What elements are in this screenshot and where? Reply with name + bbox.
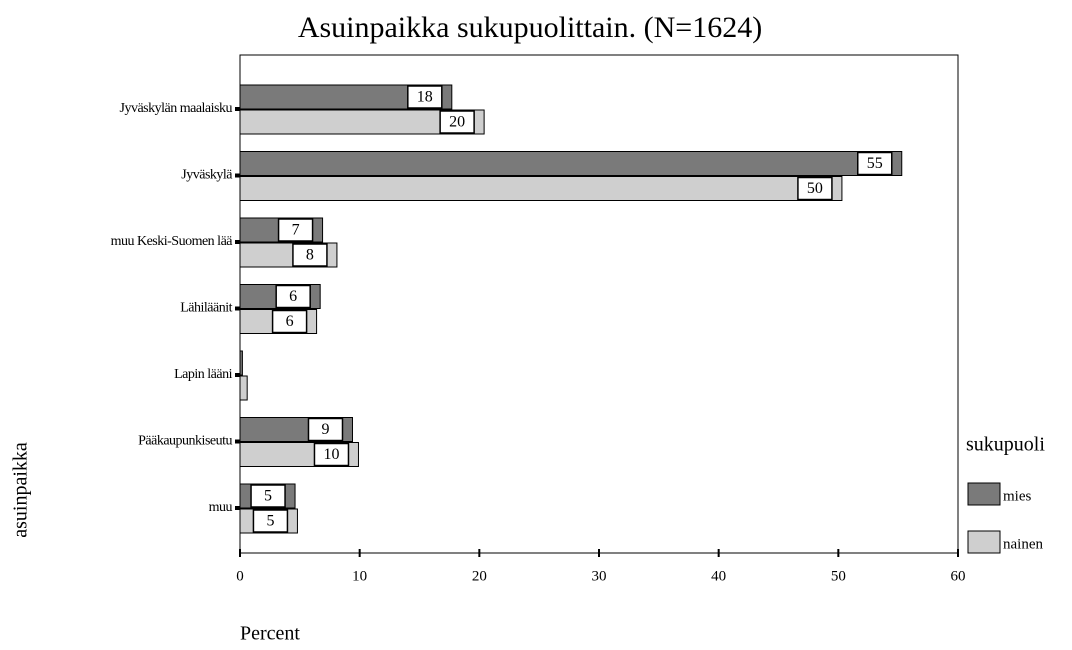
- value-label: 8: [306, 247, 314, 264]
- x-tick-label: 50: [831, 568, 846, 584]
- x-axis-label: Percent: [240, 623, 300, 645]
- value-label-box: [275, 284, 311, 309]
- y-tick-label: muu Keski-Suomen lää: [111, 234, 234, 249]
- legend-title: sukupuoli: [966, 434, 1045, 456]
- value-label: 55: [867, 155, 883, 172]
- x-tick-label: 10: [352, 568, 367, 584]
- value-label-box: [407, 85, 443, 109]
- x-tick-label: 20: [472, 568, 487, 584]
- x-tick-label: 40: [711, 568, 726, 584]
- value-label: 6: [286, 313, 294, 330]
- value-label-box: [252, 509, 289, 533]
- y-axis-label: asuinpaikka: [10, 442, 32, 538]
- value-label-box: [277, 218, 314, 242]
- value-label-box: [857, 151, 893, 176]
- y-tick-label: Jyväskylä: [181, 168, 233, 183]
- value-label: 5: [264, 488, 272, 505]
- value-label: 10: [323, 446, 339, 463]
- y-tick-label: Jyväskylän maalaisku: [120, 101, 233, 116]
- value-label: 18: [417, 89, 433, 106]
- x-tick-label: 60: [951, 568, 966, 584]
- value-label: 5: [266, 513, 274, 530]
- bar: [239, 151, 903, 176]
- value-label: 9: [321, 421, 329, 438]
- x-tick-label: 30: [592, 568, 607, 584]
- value-label: 6: [289, 288, 297, 305]
- legend-swatch: [967, 482, 1001, 506]
- value-label-box: [271, 309, 308, 334]
- value-label: 50: [807, 180, 823, 197]
- value-label-box: [439, 110, 475, 134]
- x-tick-label: 0: [236, 568, 244, 584]
- value-label-box: [292, 243, 328, 267]
- y-tick-label: Pääkaupunkiseutu: [138, 434, 232, 449]
- value-label-box: [797, 176, 833, 201]
- legend-swatch: [967, 530, 1001, 554]
- chart-title: Asuinpaikka sukupuolittain. (N=1624): [298, 11, 762, 44]
- y-tick-label: Lapin lääni: [174, 367, 232, 382]
- value-label: 20: [449, 114, 465, 131]
- y-tick-label: Lähiläänit: [180, 301, 232, 316]
- bar: [239, 176, 843, 201]
- value-label-box: [307, 417, 344, 442]
- legend-label: mies: [1003, 488, 1031, 504]
- bar: [239, 375, 248, 401]
- bar: [239, 350, 243, 376]
- value-label-box: [250, 484, 286, 508]
- value-label: 7: [292, 222, 300, 239]
- y-tick-label: muu: [209, 500, 233, 515]
- legend-label: nainen: [1003, 536, 1043, 552]
- value-label-box: [313, 442, 350, 467]
